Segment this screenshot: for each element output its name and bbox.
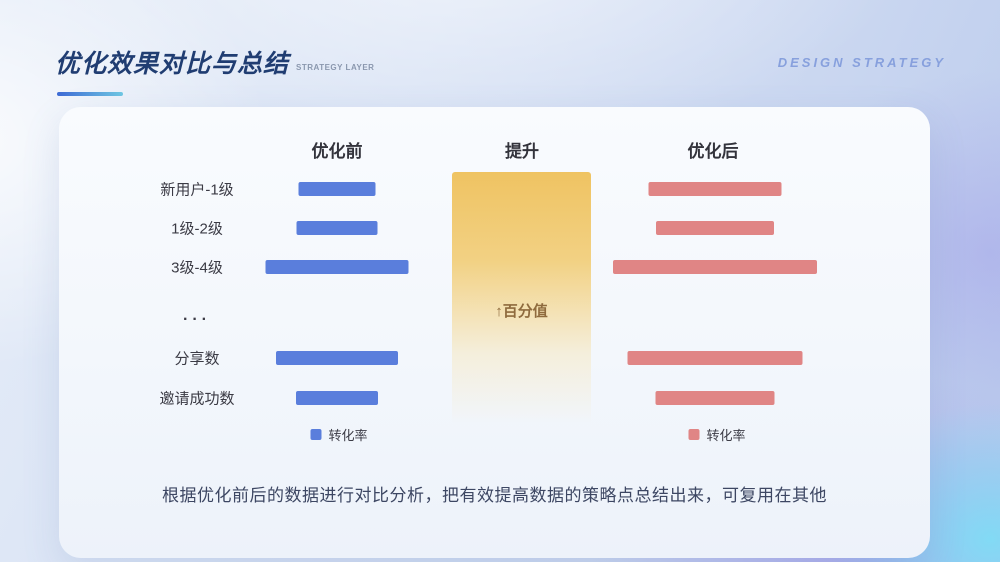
legend-before: 转化率 — [310, 425, 368, 444]
bar-after — [648, 182, 782, 196]
bar-before — [276, 351, 398, 365]
title-caption: STRATEGY LAYER — [296, 63, 375, 72]
legend-label: 转化率 — [328, 428, 368, 443]
chart-row: 分享数 — [59, 350, 930, 368]
legend-swatch-blue — [310, 429, 322, 440]
lift-box-label: ↑百分值 — [495, 303, 548, 320]
row-label: 分享数 — [174, 350, 220, 368]
bar-before — [296, 220, 378, 235]
row-label: ··· — [183, 311, 211, 328]
lift-gradient-box: ↑百分值 — [452, 172, 591, 424]
bar-before — [296, 390, 378, 405]
legend-swatch-red — [688, 429, 700, 440]
row-label: 1级-2级 — [171, 220, 223, 237]
chart-row: 1级-2级 — [59, 220, 930, 237]
chart-row: 3级-4级 — [59, 259, 930, 276]
column-header-before: 优化前 — [311, 142, 363, 161]
watermark-text: DESIGN STRATEGY — [777, 55, 946, 70]
chart-row: 邀请成功数 — [59, 390, 930, 407]
title-underline — [57, 92, 123, 96]
content-panel: 优化前 提升 优化后 ↑百分值 新用户-1级 1级-2级 3级-4级 ··· — [59, 107, 930, 558]
legend-label: 转化率 — [706, 428, 746, 443]
chart-row: 新用户-1级 — [59, 181, 930, 199]
row-label: 邀请成功数 — [159, 390, 235, 407]
legend-after: 转化率 — [688, 425, 746, 444]
column-header-lift: 提升 — [505, 142, 539, 161]
bar-before — [298, 182, 376, 196]
bar-after — [613, 259, 817, 274]
bar-after — [627, 351, 803, 365]
row-label: 3级-4级 — [171, 259, 223, 276]
bar-after — [656, 220, 774, 235]
bar-after — [655, 390, 775, 405]
page-title: 优化效果对比与总结 — [55, 50, 290, 78]
chart-row-ellipsis: ··· — [59, 311, 930, 328]
row-label: 新用户-1级 — [160, 181, 234, 199]
title-block: 优化效果对比与总结 STRATEGY LAYER — [55, 44, 375, 96]
column-header-after: 优化后 — [687, 142, 739, 161]
summary-text: 根据优化前后的数据进行对比分析，把有效提高数据的策略点总结出来，可复用在其他 — [162, 486, 827, 505]
bar-before — [265, 259, 409, 274]
